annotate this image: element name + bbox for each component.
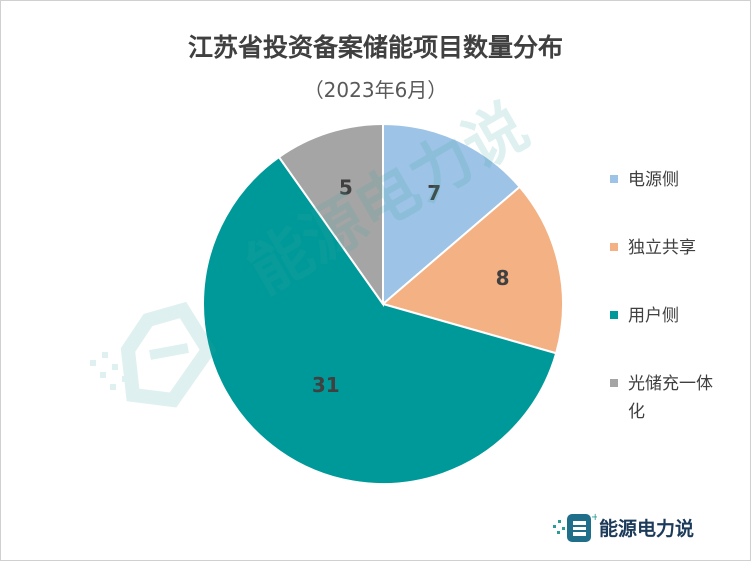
legend-swatch (610, 379, 618, 387)
pie-slice (277, 122, 384, 308)
data-label: 31 (312, 373, 340, 397)
legend-item-power-side: 电源侧 (610, 166, 750, 234)
data-label: 8 (496, 266, 510, 290)
data-label: 7 (427, 181, 441, 205)
chart-subtitle: （2023年6月） (303, 78, 448, 102)
legend-label: 独立共享 (628, 238, 696, 258)
brand-logo: + 能源电力说 (553, 511, 733, 545)
legend-label: 用户侧 (628, 306, 679, 326)
legend-label: 光储充一体化 (628, 374, 713, 422)
legend-swatch (610, 311, 618, 319)
data-label: 5 (339, 175, 353, 199)
legend-swatch (610, 175, 618, 183)
svg-text:+: + (591, 512, 597, 523)
legend-item-user-side: 用户侧 (610, 302, 750, 370)
legend-swatch (610, 243, 618, 251)
chart-title: 江苏省投资备案储能项目数量分布 (187, 33, 563, 62)
pie-slice (382, 122, 522, 307)
chart-legend: 电源侧 独立共享 用户侧 光储充一体化 (610, 166, 750, 438)
brand-e-icon: + (553, 512, 597, 542)
pie-slice (380, 185, 564, 355)
legend-label: 电源侧 (628, 170, 679, 190)
legend-item-pv-storage-charging: 光储充一体化 (610, 370, 750, 438)
pie-slice (202, 155, 558, 486)
legend-item-independent: 独立共享 (610, 234, 750, 302)
brand-name: 能源电力说 (599, 518, 695, 540)
